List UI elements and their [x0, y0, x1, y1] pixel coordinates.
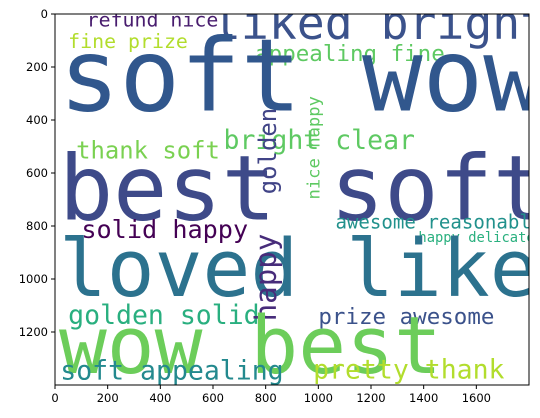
x-tick-label-8: 1600 — [462, 391, 491, 405]
y-tick-label-0: 0 — [41, 7, 48, 21]
word-10: solid happy — [81, 215, 248, 244]
word-13: loved liked — [59, 222, 540, 315]
word-15: prize awesome — [318, 304, 494, 330]
word-19: pretty thank — [313, 354, 504, 385]
word-4: soft wow — [59, 18, 540, 135]
y-tick-label-3: 600 — [26, 166, 48, 180]
word-1: fine prize — [68, 30, 188, 53]
word-16: happy — [249, 234, 283, 322]
x-tick-label-7: 1400 — [409, 391, 438, 405]
x-tick-label-3: 600 — [202, 391, 224, 405]
word-17: wow best — [59, 299, 442, 392]
word-9: nice happy — [305, 96, 325, 199]
word-6: bright clear — [224, 125, 415, 156]
axes-frame — [54, 13, 530, 386]
axes-layer: 0 200 400 600 800 1000 1200 1400 1600 0 200 400 600 8… — [19, 7, 530, 405]
word-12: happy delicate — [418, 230, 534, 246]
word-5: thank soft — [76, 136, 220, 164]
x-tick-label-6: 1200 — [356, 391, 385, 405]
y-tick-label-5: 1000 — [19, 272, 48, 286]
y-tick-label-1: 200 — [26, 60, 48, 74]
x-tick-label-1: 200 — [97, 391, 119, 405]
word-11: awesome reasonable — [335, 211, 540, 234]
word-8: golden — [254, 108, 282, 194]
y-tick-label-2: 400 — [26, 113, 48, 127]
y-tick-label-6: 1200 — [19, 325, 48, 339]
y-tick-label-4: 800 — [26, 219, 48, 233]
x-tick-label-2: 400 — [149, 391, 171, 405]
word-0: refund nice — [87, 9, 219, 32]
word-3: appealing fine — [255, 41, 445, 67]
word-14: golden solid — [68, 300, 259, 331]
plot-area — [55, 14, 529, 385]
x-tick-label-0: 0 — [51, 391, 58, 405]
x-tick-label-4: 800 — [255, 391, 277, 405]
x-tick-label-5: 1000 — [304, 391, 333, 405]
word-7: best soft — [59, 136, 540, 241]
word-2: liked bright — [213, 0, 540, 50]
word-18: soft appealing — [60, 356, 283, 387]
